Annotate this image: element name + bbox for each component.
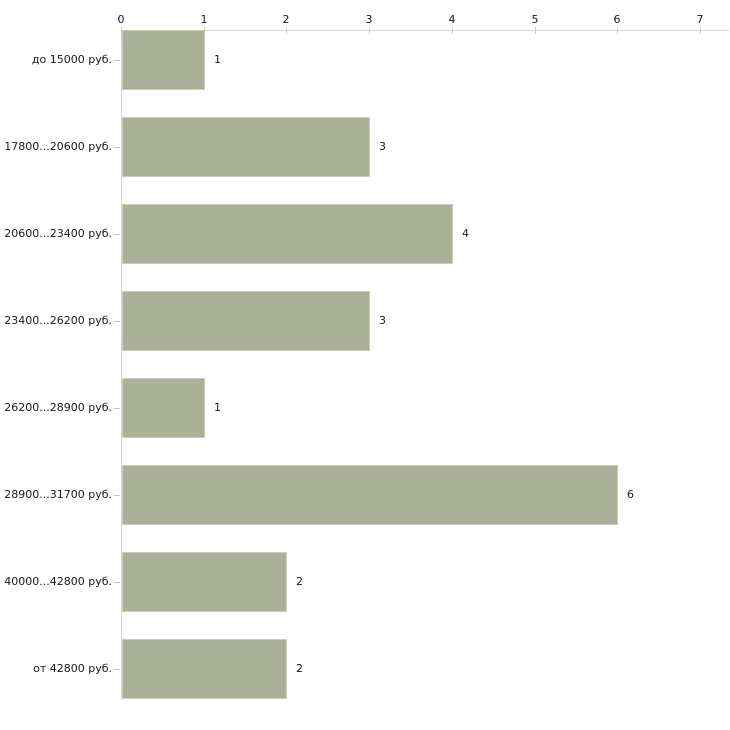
x-tick-mark xyxy=(535,27,536,34)
bar-value-label: 3 xyxy=(379,140,386,153)
category-tick-mark xyxy=(114,147,120,148)
x-tick-mark xyxy=(617,27,618,34)
bar xyxy=(122,552,287,612)
bar xyxy=(122,639,287,699)
category-label: 26200...28900 руб. xyxy=(4,401,112,414)
bar-value-label: 1 xyxy=(214,53,221,66)
category-label: 23400...26200 руб. xyxy=(4,314,112,327)
bar-value-label: 6 xyxy=(627,488,634,501)
category-tick-mark xyxy=(114,408,120,409)
x-tick-label: 6 xyxy=(613,13,621,26)
bar xyxy=(122,291,370,351)
x-axis-line xyxy=(121,30,729,31)
bar-value-label: 2 xyxy=(296,662,303,675)
bar-value-label: 1 xyxy=(214,401,221,414)
x-tick-label: 7 xyxy=(696,13,704,26)
x-tick-mark xyxy=(452,27,453,34)
category-label: 17800...20600 руб. xyxy=(4,140,112,153)
x-tick-mark xyxy=(700,27,701,34)
category-label: от 42800 руб. xyxy=(33,662,112,675)
x-tick-label: 2 xyxy=(282,13,290,26)
category-label: 20600...23400 руб. xyxy=(4,227,112,240)
y-axis-line xyxy=(121,30,122,700)
x-tick-mark xyxy=(286,27,287,34)
category-tick-mark xyxy=(114,234,120,235)
bar xyxy=(122,465,618,525)
bar-value-label: 4 xyxy=(462,227,469,240)
x-tick-label: 3 xyxy=(365,13,373,26)
bar xyxy=(122,204,453,264)
x-tick-label: 4 xyxy=(448,13,456,26)
category-tick-mark xyxy=(114,582,120,583)
bar-value-label: 2 xyxy=(296,575,303,588)
bar xyxy=(122,30,205,90)
x-tick-mark xyxy=(121,27,122,34)
bar-value-label: 3 xyxy=(379,314,386,327)
category-label: до 15000 руб. xyxy=(31,53,112,66)
category-label: 28900...31700 руб. xyxy=(4,488,112,501)
x-tick-label: 5 xyxy=(531,13,539,26)
x-tick-label: 1 xyxy=(200,13,208,26)
category-tick-mark xyxy=(114,669,120,670)
bar xyxy=(122,378,205,438)
x-tick-label: 0 xyxy=(117,13,125,26)
category-tick-mark xyxy=(114,495,120,496)
bar xyxy=(122,117,370,177)
x-tick-mark xyxy=(369,27,370,34)
category-label: 40000...42800 руб. xyxy=(4,575,112,588)
category-tick-mark xyxy=(114,60,120,61)
category-tick-mark xyxy=(114,321,120,322)
